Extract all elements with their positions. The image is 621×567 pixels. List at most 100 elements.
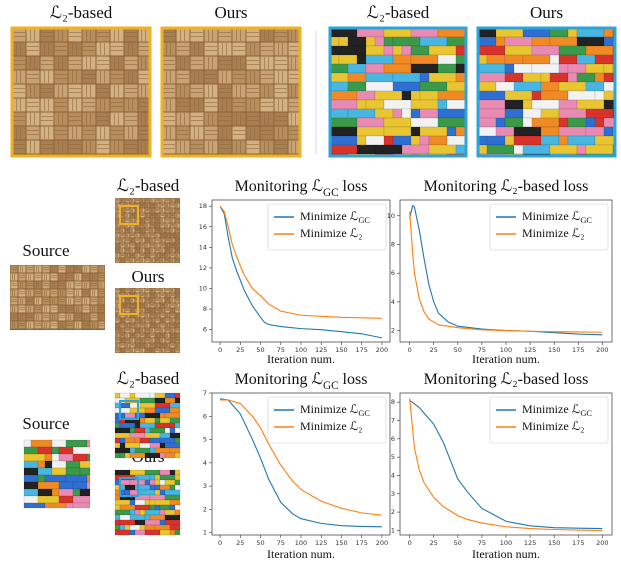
lego-brick [130,515,145,520]
weave-cell [41,71,54,84]
weave-cell [69,29,82,42]
lego-brick [357,127,384,136]
lego-brick [420,91,438,100]
lego-brick [366,64,384,73]
weave-cell [75,314,82,321]
lego-brick [38,447,52,454]
lego-brick [115,433,130,438]
weave-cell [177,141,190,154]
lego-brick [66,468,80,475]
lego-brick [330,82,348,91]
weave-cell [83,306,90,313]
lego-brick [120,480,130,485]
weave-cell [191,99,204,112]
method-label: Ours [131,267,164,286]
lego-brick [170,423,175,428]
weave-cell [219,141,232,154]
weave-cell [289,43,300,56]
x-tick-label: 0 [408,346,412,354]
weave-cell [191,43,204,56]
weave-cell [27,306,34,313]
lego-brick [175,470,180,475]
lego-brick [165,490,180,495]
lego-brick [438,64,456,73]
weave-cell [41,127,54,140]
lego-brick [135,500,145,505]
lego-brick [125,453,130,458]
weave-cell [275,57,288,70]
lego-brick [115,505,120,510]
lego-brick [559,109,586,118]
lego-brick [115,448,130,453]
lego-brick [429,145,456,154]
lego-brick [550,145,577,154]
lego-brick [456,145,465,154]
weave-cell [219,99,232,112]
lego-brick [568,136,595,145]
lego-brick [402,109,411,118]
lego-brick [120,453,125,458]
lego-brick [478,64,505,73]
chart-title-part: Monitoring ℒ₂-based loss [424,178,589,195]
weave-cell [35,322,42,329]
weave-cell [111,43,124,56]
y-tick-label: 4 [391,471,395,479]
lego-brick [411,91,420,100]
weave-cell [13,141,26,154]
lego-brick [523,55,550,64]
lego-brick [145,470,160,475]
lego-brick [120,505,135,510]
weave-cell [11,290,18,297]
lego-brick [24,503,45,508]
lego-brick [155,398,165,403]
lego-brick [24,475,38,482]
lego-brick [150,448,155,453]
weave-cell [233,85,246,98]
lego-brick [87,454,90,461]
lego-brick [155,408,170,413]
weave-cell [261,29,274,42]
weave-cell [261,127,274,140]
lego-brick [175,438,180,443]
y-tick-label: 16 [199,223,207,231]
lego-brick [411,109,420,118]
lego-brick [357,46,366,55]
legend-label: Minimize ℒ₂ [522,226,584,240]
weave-cell [55,57,68,70]
lego-brick [393,136,411,145]
weave-cell [69,141,82,154]
lego-brick [586,46,613,55]
lego-brick [145,500,150,505]
lego-brick [140,438,150,443]
weave-cell [233,141,246,154]
lego-brick [487,55,505,64]
chart-title: Monitoring ℒGC loss [235,371,368,392]
lego-brick [130,500,135,505]
lego-brick [135,428,145,433]
lego-brick [38,496,59,503]
lego-brick [523,100,532,109]
lego-brick [586,82,604,91]
method-label: ℒ₂-based [117,369,180,388]
lego-brick [420,73,429,82]
weave-cell [27,85,40,98]
weave-cell [97,85,110,98]
top-label: Ours [530,3,563,22]
weave-cell [261,57,274,70]
lego-brick [115,525,120,530]
lego-brick [586,109,613,118]
weave-cell [289,141,300,154]
weave-cell [67,306,74,313]
weave-cell [125,127,138,140]
weave-cell [51,282,58,289]
weave-cell [41,43,54,56]
weave-cell [43,322,50,329]
x-tick-label: 150 [335,346,347,354]
weave-cell [177,71,190,84]
lego-brick [165,510,175,515]
lego-brick [559,55,577,64]
lego-brick [135,423,140,428]
lego-brick [145,418,155,423]
lego-brick [366,73,393,82]
